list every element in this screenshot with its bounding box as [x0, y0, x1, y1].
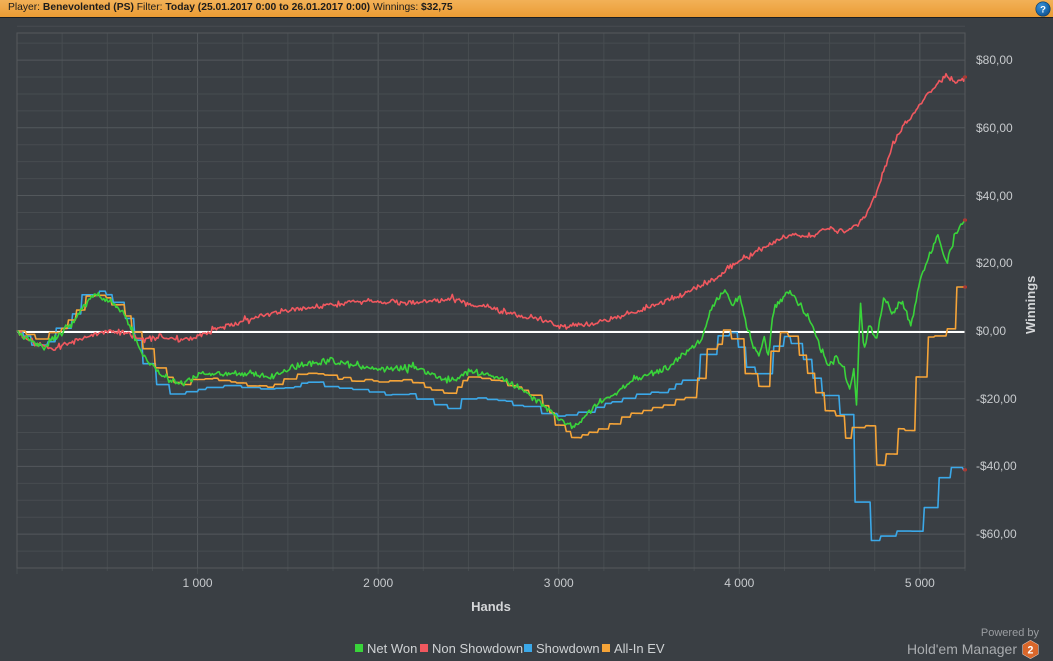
svg-text:?: ? [1040, 5, 1046, 16]
svg-text:2: 2 [1028, 644, 1034, 656]
